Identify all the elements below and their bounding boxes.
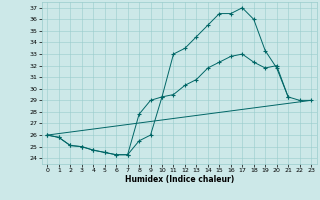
X-axis label: Humidex (Indice chaleur): Humidex (Indice chaleur) [124, 175, 234, 184]
